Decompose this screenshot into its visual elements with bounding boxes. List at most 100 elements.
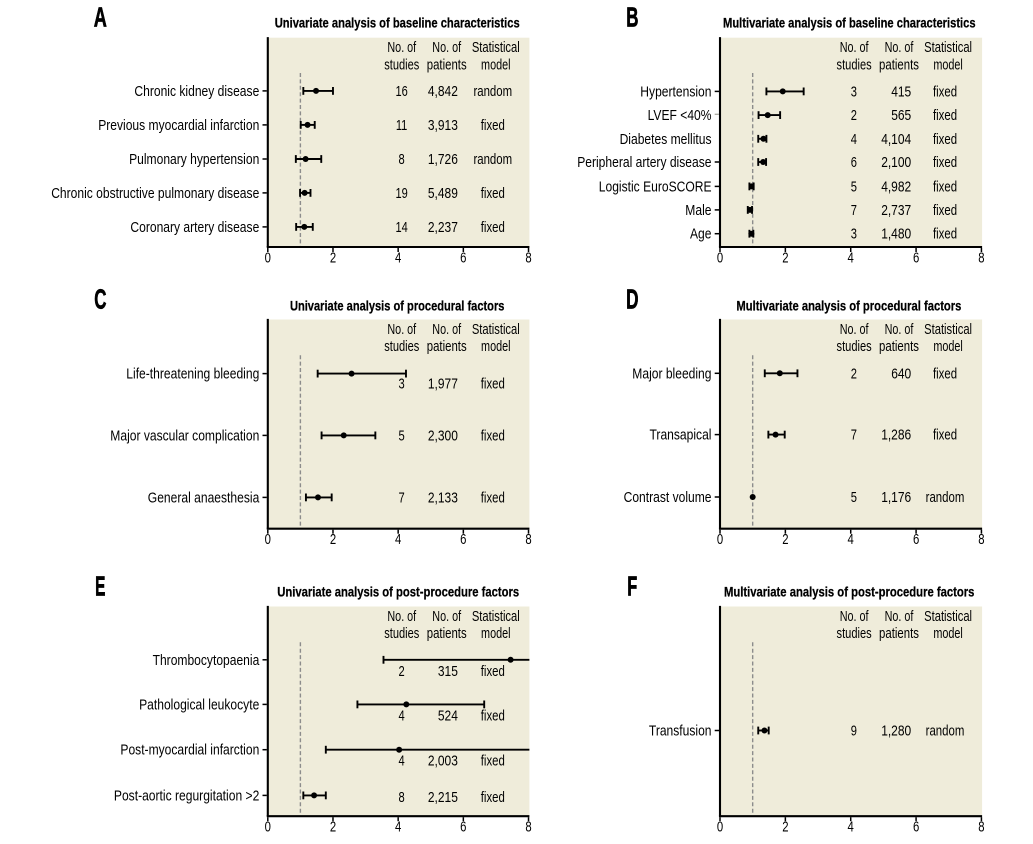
svg-text:studies: studies	[384, 338, 419, 355]
svg-text:model: model	[481, 338, 511, 355]
svg-text:Statistical: Statistical	[924, 39, 972, 56]
svg-text:fixed: fixed	[933, 226, 957, 243]
svg-text:fixed: fixed	[933, 427, 957, 444]
svg-text:4: 4	[395, 532, 401, 548]
svg-text:1,176: 1,176	[881, 489, 911, 506]
svg-text:Major vascular complication: Major vascular complication	[110, 427, 259, 444]
svg-text:Life-threatening bleeding: Life-threatening bleeding	[126, 366, 259, 383]
svg-text:random: random	[926, 489, 965, 506]
svg-text:2,737: 2,737	[881, 202, 911, 219]
svg-text:2,100: 2,100	[881, 154, 911, 171]
svg-text:fixed: fixed	[481, 117, 505, 134]
svg-text:3,913: 3,913	[428, 117, 458, 134]
svg-text:random: random	[473, 151, 512, 168]
svg-text:fixed: fixed	[933, 178, 957, 195]
svg-text:studies: studies	[837, 56, 872, 73]
svg-text:0: 0	[717, 532, 723, 548]
svg-text:6: 6	[460, 251, 466, 267]
svg-text:fixed: fixed	[481, 789, 505, 806]
svg-text:fixed: fixed	[933, 154, 957, 171]
svg-text:model: model	[933, 338, 963, 355]
svg-text:4: 4	[395, 251, 401, 267]
svg-text:fixed: fixed	[481, 376, 505, 393]
svg-text:F: F	[627, 570, 637, 601]
svg-text:4: 4	[848, 532, 854, 548]
svg-text:No. of: No. of	[840, 39, 869, 56]
svg-text:415: 415	[891, 83, 911, 100]
svg-text:16: 16	[395, 83, 407, 100]
svg-text:fixed: fixed	[481, 489, 505, 506]
svg-text:No. of: No. of	[387, 608, 416, 625]
svg-text:Thrombocytopaenia: Thrombocytopaenia	[153, 652, 260, 669]
svg-text:4: 4	[848, 251, 854, 267]
svg-text:8: 8	[525, 532, 531, 548]
svg-text:1,726: 1,726	[428, 151, 458, 168]
svg-text:No. of: No. of	[885, 608, 914, 625]
svg-text:D: D	[626, 284, 638, 315]
svg-text:Contrast volume: Contrast volume	[624, 489, 712, 506]
svg-text:No. of: No. of	[885, 321, 914, 338]
svg-text:random: random	[473, 83, 512, 100]
svg-text:fixed: fixed	[481, 663, 505, 680]
svg-text:524: 524	[438, 708, 458, 725]
svg-text:6: 6	[913, 251, 919, 267]
svg-text:7: 7	[851, 427, 857, 444]
svg-text:1,280: 1,280	[881, 723, 911, 740]
svg-text:7: 7	[399, 489, 405, 506]
svg-text:studies: studies	[384, 56, 419, 73]
svg-text:model: model	[481, 56, 511, 73]
svg-text:Age: Age	[690, 226, 712, 243]
svg-text:Peripheral artery disease: Peripheral artery disease	[577, 154, 711, 171]
svg-text:Chronic kidney disease: Chronic kidney disease	[134, 83, 259, 100]
svg-text:5: 5	[851, 178, 857, 195]
svg-text:LVEF <40%: LVEF <40%	[648, 107, 712, 124]
svg-text:5,489: 5,489	[428, 185, 458, 202]
svg-text:0: 0	[265, 251, 271, 267]
svg-text:studies: studies	[837, 338, 872, 355]
svg-text:Post-aortic regurgitation >2: Post-aortic regurgitation >2	[114, 787, 259, 804]
svg-text:2: 2	[851, 107, 857, 124]
svg-text:fixed: fixed	[933, 202, 957, 219]
svg-text:2,215: 2,215	[428, 789, 458, 806]
svg-text:No. of: No. of	[387, 321, 416, 338]
svg-text:Major bleeding: Major bleeding	[632, 365, 711, 382]
svg-text:0: 0	[717, 251, 723, 267]
svg-text:Univariate analysis of baselin: Univariate analysis of baseline characte…	[275, 15, 520, 31]
svg-text:No. of: No. of	[432, 39, 461, 56]
svg-text:4: 4	[851, 131, 857, 148]
svg-text:C: C	[94, 284, 106, 315]
svg-text:11: 11	[396, 117, 408, 134]
svg-text:3: 3	[851, 83, 857, 100]
svg-text:patients: patients	[879, 56, 919, 73]
svg-text:0: 0	[265, 532, 271, 548]
svg-text:Transfusion: Transfusion	[649, 723, 712, 740]
svg-text:8: 8	[525, 251, 531, 267]
svg-text:6: 6	[913, 532, 919, 548]
svg-text:Coronary artery disease: Coronary artery disease	[130, 219, 259, 236]
svg-text:0: 0	[717, 820, 723, 836]
svg-text:Univariate analysis of procedu: Univariate analysis of procedural factor…	[290, 297, 505, 313]
svg-text:studies: studies	[384, 625, 419, 642]
svg-text:Pathological leukocyte: Pathological leukocyte	[139, 696, 259, 713]
svg-text:Statistical: Statistical	[924, 321, 972, 338]
svg-text:A: A	[94, 2, 107, 33]
svg-text:8: 8	[525, 820, 531, 836]
svg-text:No. of: No. of	[840, 608, 869, 625]
svg-text:Male: Male	[685, 202, 711, 219]
svg-text:fixed: fixed	[481, 185, 505, 202]
svg-text:6: 6	[851, 154, 857, 171]
svg-text:315: 315	[438, 663, 458, 680]
svg-text:2: 2	[851, 365, 857, 382]
svg-text:Transapical: Transapical	[650, 427, 712, 444]
svg-text:No. of: No. of	[885, 39, 914, 56]
svg-text:2,237: 2,237	[428, 219, 458, 236]
svg-text:E: E	[95, 570, 105, 601]
svg-text:Hypertension: Hypertension	[640, 83, 711, 100]
svg-text:fixed: fixed	[933, 365, 957, 382]
svg-text:model: model	[481, 625, 511, 642]
svg-text:6: 6	[913, 820, 919, 836]
svg-text:565: 565	[891, 107, 911, 124]
svg-text:Univariate analysis of post-pr: Univariate analysis of post-procedure fa…	[277, 583, 519, 599]
svg-text:6: 6	[460, 532, 466, 548]
svg-text:B: B	[626, 2, 638, 33]
